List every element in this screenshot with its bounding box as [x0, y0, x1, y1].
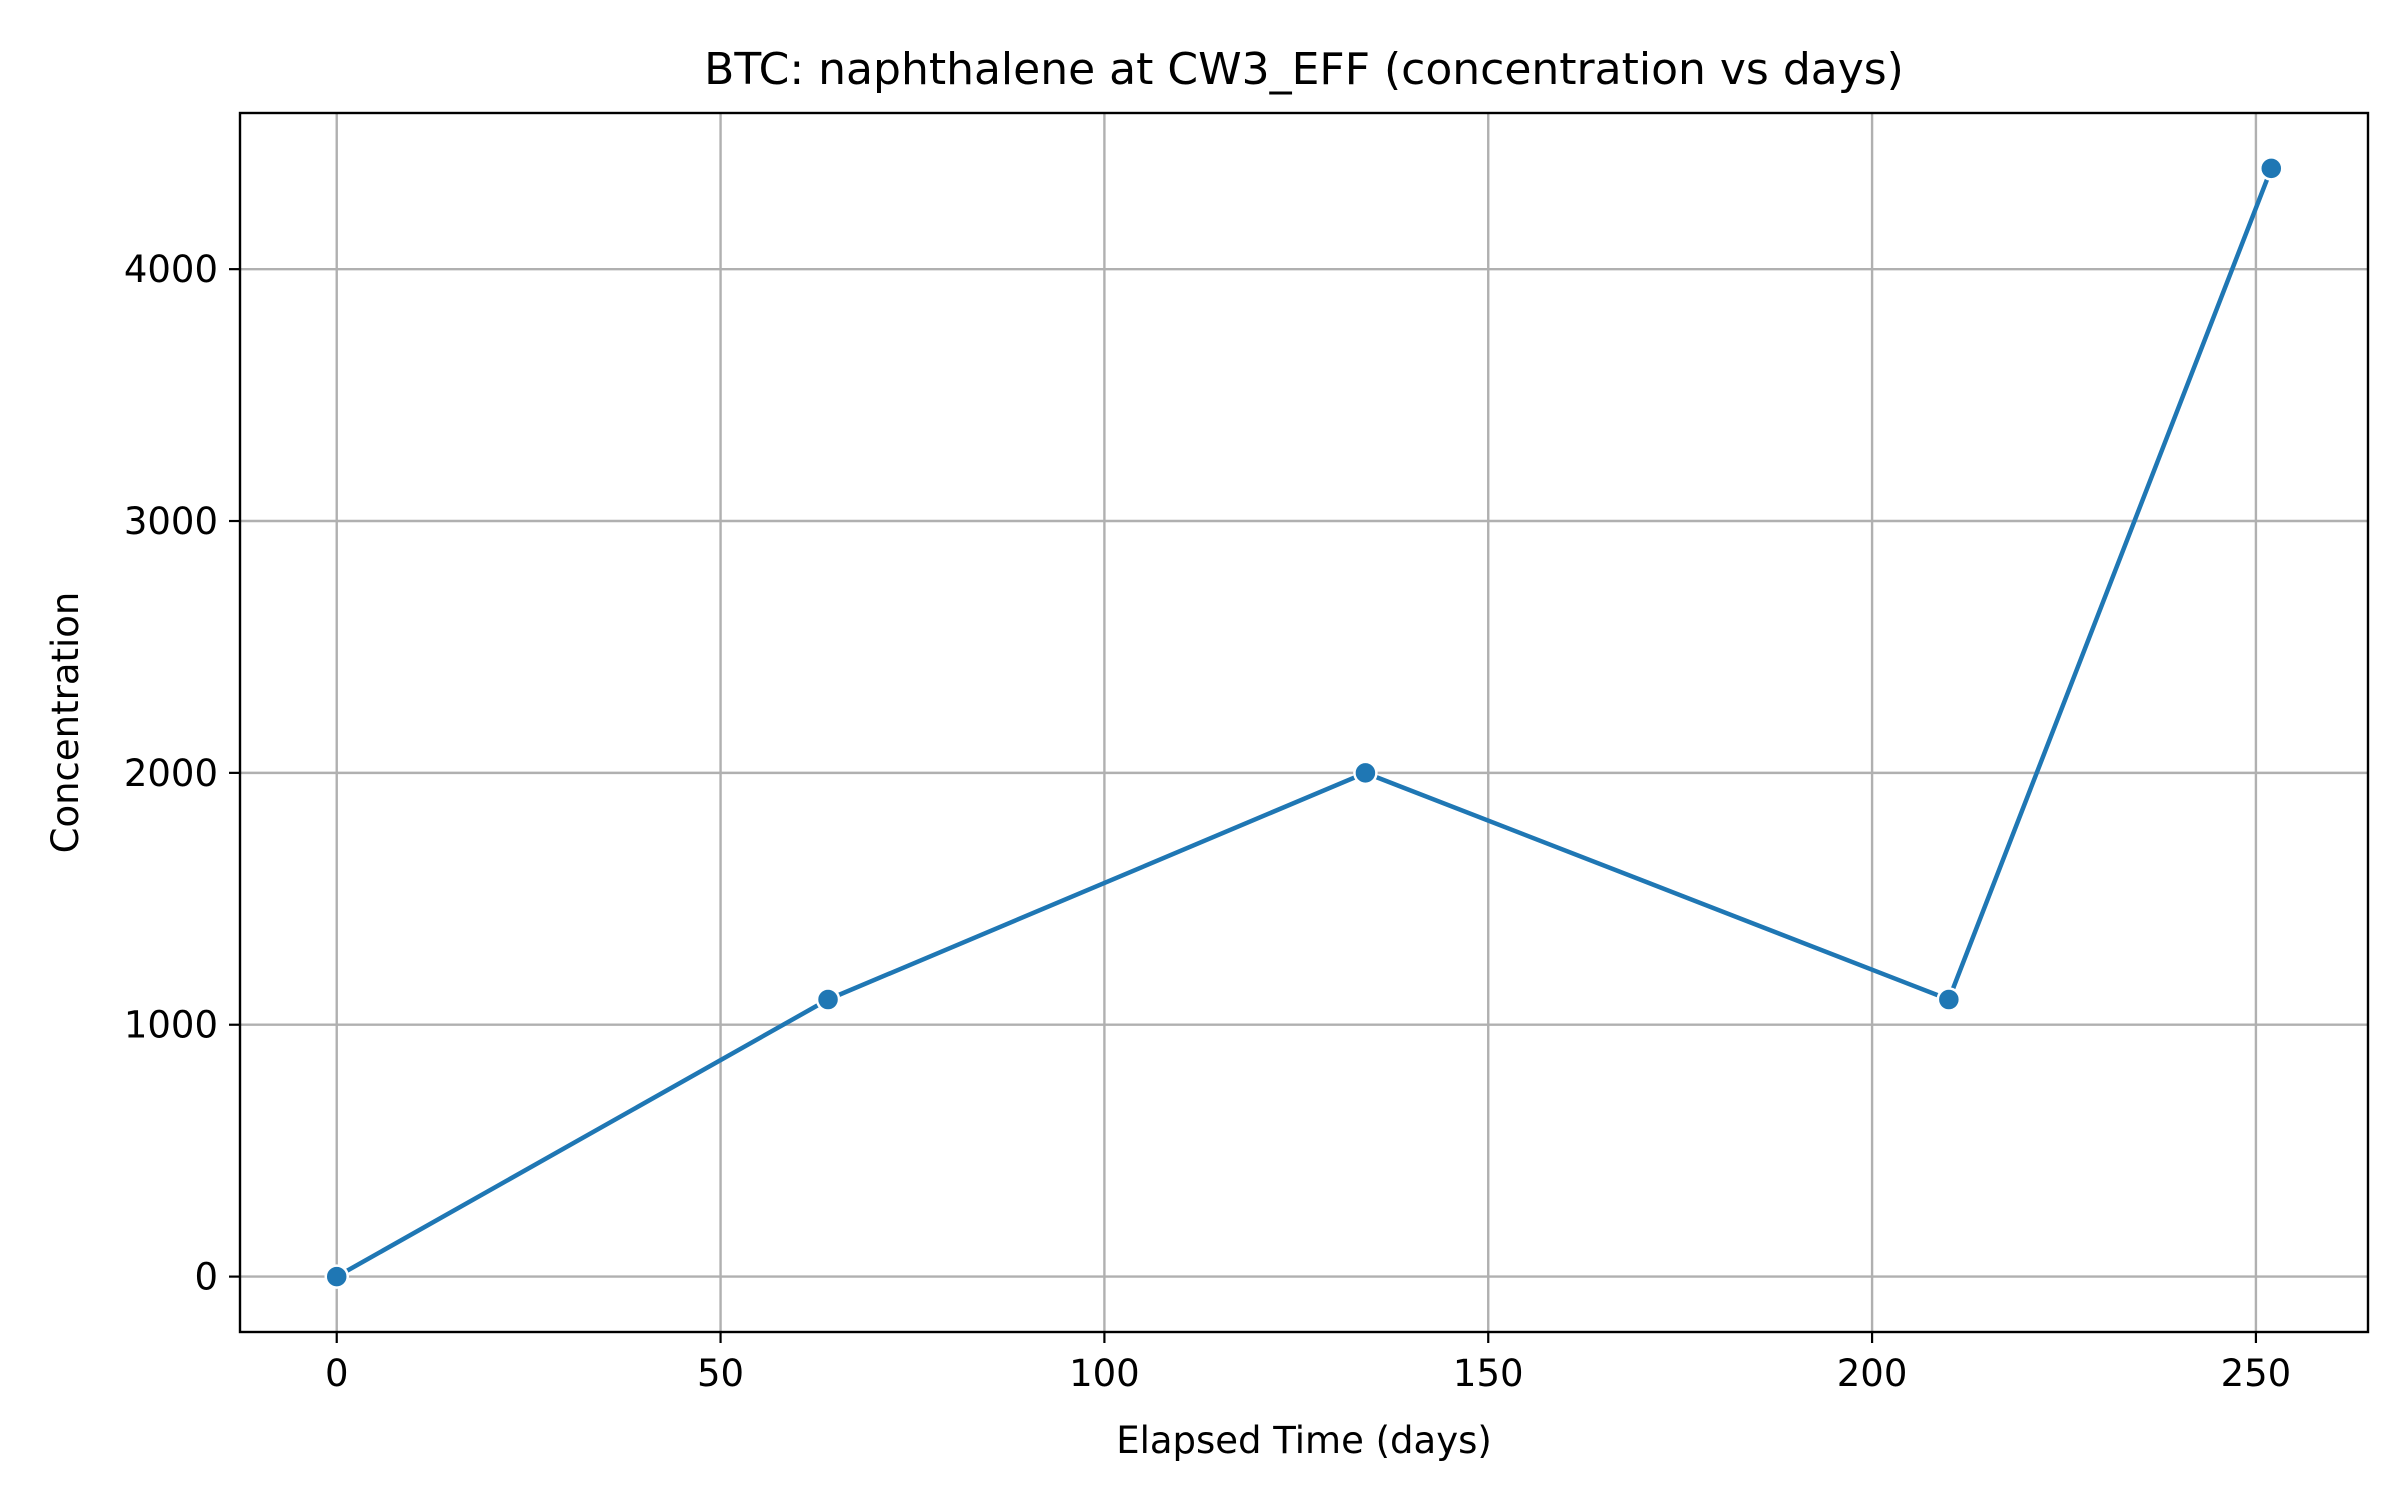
data-point [1936, 987, 1962, 1012]
axis-ticks: 0 50 100 150 200 250 0 1000 2000 3000 4000 [124, 248, 2291, 1395]
x-tick-label: 100 [1069, 1352, 1140, 1395]
y-tick-label: 0 [194, 1256, 218, 1299]
chart-title: BTC: naphthalene at CW3_EFF (concentrati… [704, 44, 1904, 95]
grid [240, 113, 2368, 1332]
data-point [815, 987, 841, 1012]
plot-frame [238, 111, 2370, 1334]
y-tick-label: 2000 [124, 752, 218, 795]
y-tick-label: 1000 [124, 1004, 218, 1047]
data-point [2259, 156, 2284, 181]
x-tick-label: 0 [325, 1352, 349, 1395]
data-point [1353, 760, 1378, 786]
x-tick-label: 250 [2221, 1352, 2292, 1395]
x-tick-label: 50 [697, 1352, 744, 1395]
x-tick-label: 200 [1837, 1352, 1908, 1395]
data-point [324, 1264, 349, 1289]
x-tick-label: 150 [1453, 1352, 1524, 1395]
series-layer [324, 156, 2284, 1289]
x-axis-label: Elapsed Time (days) [1116, 1419, 1492, 1462]
y-tick-label: 4000 [124, 248, 218, 291]
series-line [334, 166, 2274, 1279]
y-axis-label: Concentration [44, 592, 87, 854]
y-tick-label: 3000 [124, 500, 218, 543]
